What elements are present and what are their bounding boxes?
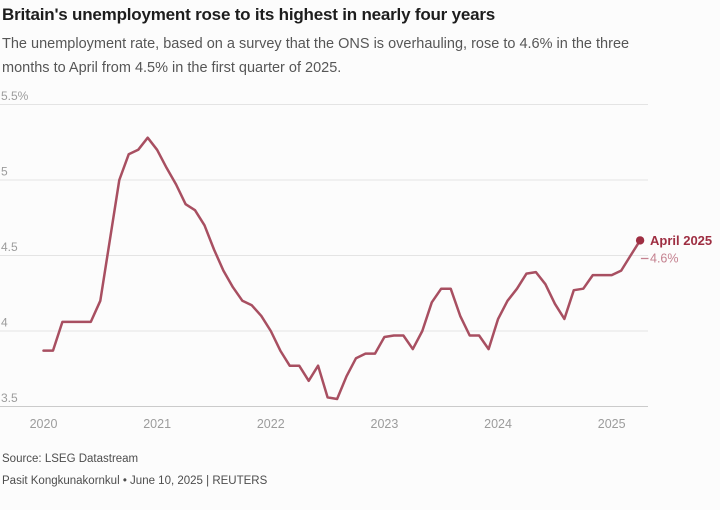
y-tick-label: 4.5 (1, 240, 18, 254)
x-tick-label: 2024 (484, 417, 512, 431)
chart-subtitle-line2: months to April from 4.5% in the first q… (2, 60, 342, 76)
annotation-value-label: 4.6% (650, 252, 679, 266)
chart-title: Britain's unemployment rose to its highe… (2, 5, 496, 24)
y-tick-label: 3.5 (1, 391, 18, 405)
source-note: Source: LSEG Datastream (2, 453, 139, 465)
x-axis-tick-labels: 2020 2021 2022 2023 2024 2025 (30, 417, 626, 431)
endpoint-marker (635, 236, 645, 245)
x-tick-label: 2022 (257, 417, 285, 431)
y-tick-label: 5 (1, 165, 8, 179)
x-tick-label: 2025 (598, 417, 626, 431)
y-tick-label: 5.5% (1, 89, 29, 103)
byline: Pasit Kongkunakornkul • June 10, 2025 | … (2, 475, 268, 487)
unemployment-rate-line (42, 136, 642, 401)
x-tick-label: 2021 (143, 417, 171, 431)
annotation-label: April 2025 (650, 233, 712, 248)
y-tick-label: 4 (1, 316, 8, 330)
chart-subtitle-line1: The unemployment rate, based on a survey… (2, 36, 630, 52)
x-tick-label: 2023 (371, 417, 399, 431)
y-axis-tick-labels: 5.5% 5 4.5 4 3.5 (1, 89, 29, 405)
x-tick-label: 2020 (30, 417, 58, 431)
gridlines-group (0, 104, 648, 407)
